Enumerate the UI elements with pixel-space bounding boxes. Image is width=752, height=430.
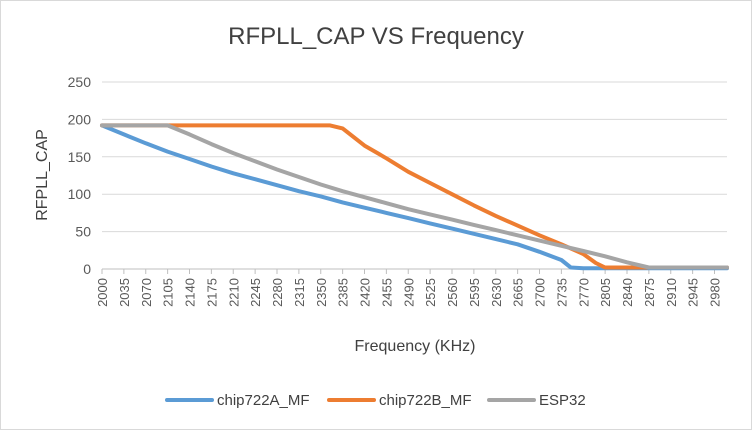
x-tick-label: 2035 bbox=[117, 278, 132, 307]
x-axis-ticks: 2000 2035 2070 2105 2140 2175 2210 2245 2280 2315… bbox=[95, 269, 723, 307]
x-tick-label: 2000 bbox=[95, 278, 110, 307]
x-axis-title: Frequency (KHz) bbox=[355, 338, 476, 355]
x-tick-label: 2700 bbox=[533, 278, 548, 307]
series-line-ESP32 bbox=[100, 123, 729, 270]
y-tick-label: 150 bbox=[68, 149, 92, 165]
x-tick-label: 2140 bbox=[183, 278, 198, 307]
x-tick-label: 2280 bbox=[270, 278, 285, 307]
x-tick-label: 2630 bbox=[489, 278, 504, 307]
y-tick-label: 250 bbox=[68, 74, 92, 90]
y-axis-ticks: 0 50 100 150 200 250 bbox=[68, 74, 92, 277]
x-tick-label: 2665 bbox=[511, 278, 526, 307]
x-tick-label: 2420 bbox=[358, 278, 373, 307]
x-tick-label: 2315 bbox=[292, 278, 307, 307]
x-tick-label: 2735 bbox=[554, 278, 569, 307]
x-tick-label: 2945 bbox=[686, 278, 701, 307]
x-tick-label: 2210 bbox=[226, 278, 241, 307]
legend: chip722A_MF chip722B_MF ESP32 bbox=[165, 392, 586, 409]
series-lines bbox=[100, 123, 729, 271]
series-line-chip722A_MF bbox=[100, 123, 729, 271]
y-tick-label: 200 bbox=[68, 111, 92, 127]
y-tick-label: 50 bbox=[75, 224, 91, 240]
x-tick-label: 2875 bbox=[642, 278, 657, 307]
x-tick-label: 2245 bbox=[248, 278, 263, 307]
x-tick-label: 2595 bbox=[467, 278, 482, 307]
y-tick-label: 0 bbox=[83, 261, 91, 277]
x-tick-label: 2560 bbox=[445, 278, 460, 307]
y-tick-label: 100 bbox=[68, 186, 92, 202]
series-line-chip722B_MF bbox=[100, 123, 729, 270]
x-tick-label: 2980 bbox=[708, 278, 723, 307]
legend-label: chip722B_MF bbox=[379, 392, 472, 409]
x-tick-label: 2840 bbox=[620, 278, 635, 307]
x-tick-label: 2385 bbox=[336, 278, 351, 307]
x-tick-label: 2490 bbox=[401, 278, 416, 307]
x-tick-label: 2525 bbox=[423, 278, 438, 307]
x-tick-label: 2770 bbox=[576, 278, 591, 307]
chart-title: RFPLL_CAP VS Frequency bbox=[228, 23, 524, 50]
legend-label: chip722A_MF bbox=[217, 392, 310, 409]
x-tick-label: 2910 bbox=[664, 278, 679, 307]
y-axis-title: RFPLL_CAP bbox=[34, 129, 51, 221]
legend-label: ESP32 bbox=[539, 392, 586, 409]
x-tick-label: 2350 bbox=[314, 278, 329, 307]
x-tick-label: 2455 bbox=[379, 278, 394, 307]
x-tick-label: 2105 bbox=[161, 278, 176, 307]
x-tick-label: 2805 bbox=[598, 278, 613, 307]
x-tick-label: 2070 bbox=[139, 278, 154, 307]
x-tick-label: 2175 bbox=[204, 278, 219, 307]
